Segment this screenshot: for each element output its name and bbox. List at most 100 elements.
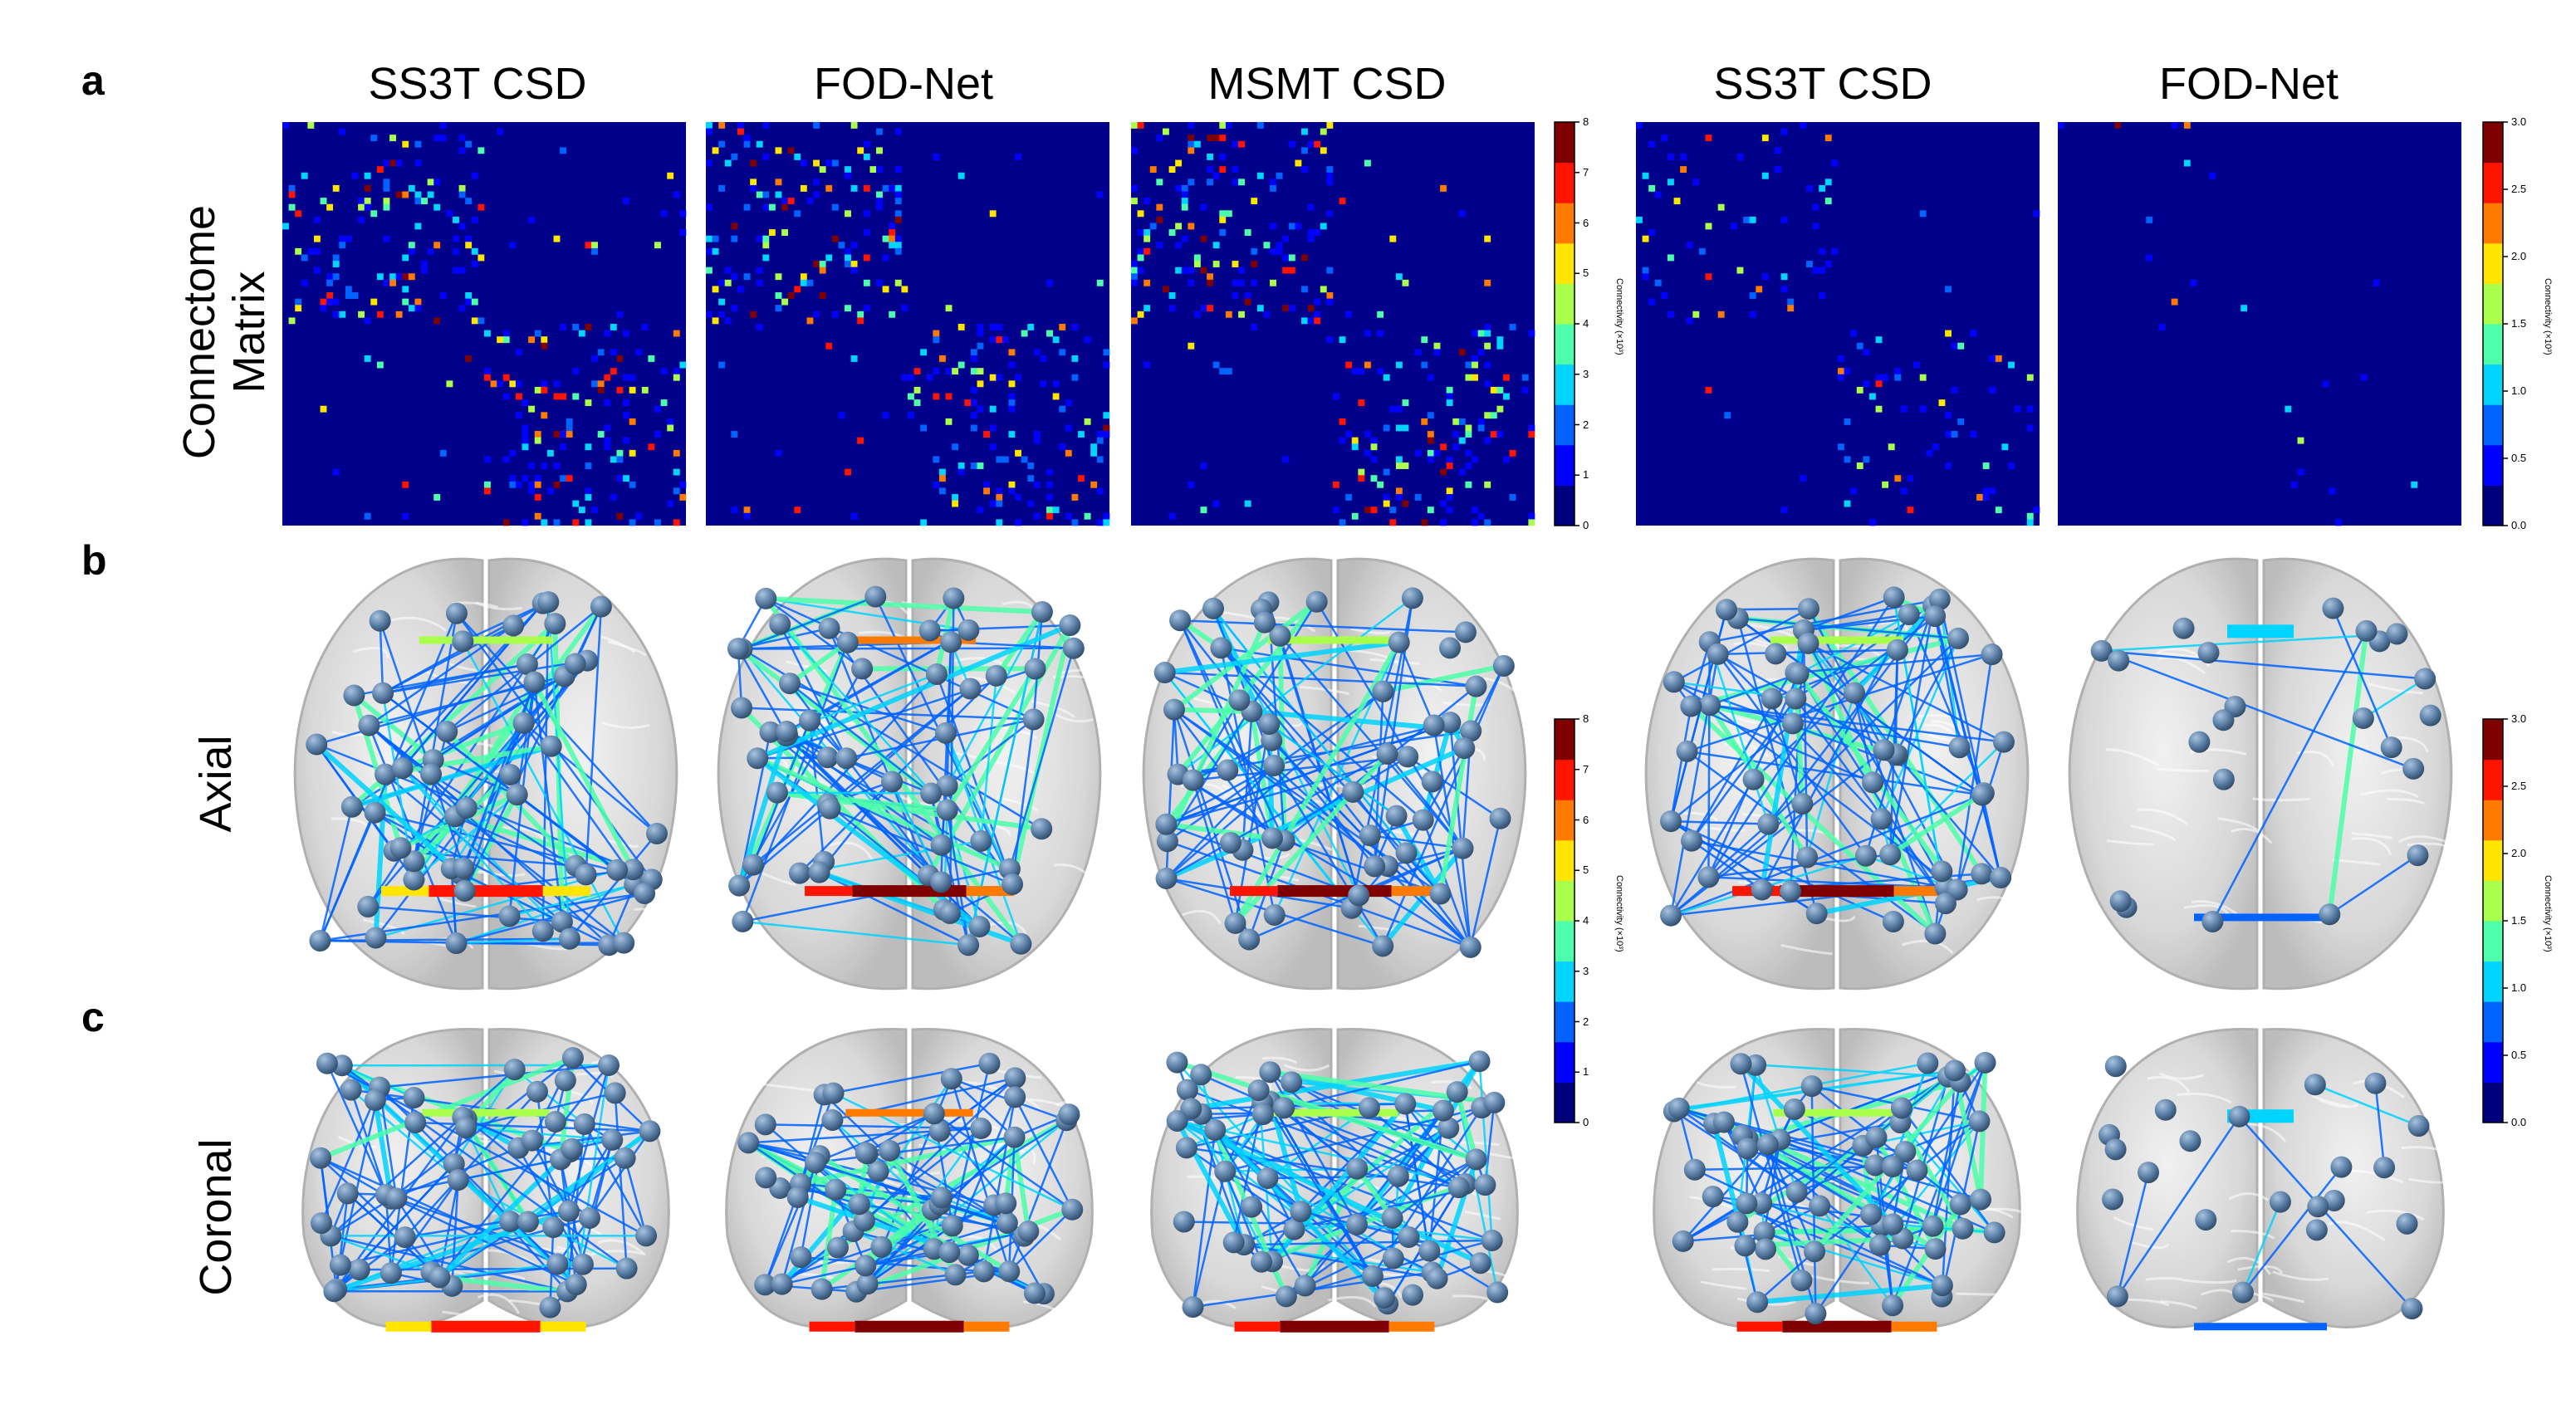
brain-edge (865, 1113, 935, 1154)
matrix-cell (572, 519, 580, 526)
brain-node (727, 638, 749, 660)
matrix-cell (794, 210, 801, 218)
brain-node (561, 1137, 583, 1160)
matrix-cell (787, 292, 795, 299)
matrix-cell (414, 305, 422, 312)
matrix-cell (1358, 368, 1365, 375)
matrix-cell (1238, 267, 1245, 274)
matrix-cell (1989, 355, 1996, 362)
matrix-cell (509, 380, 517, 388)
brain-node (755, 1167, 777, 1189)
brain-edge (384, 773, 563, 923)
matrix-cell (1982, 462, 1990, 469)
matrix-cell (845, 247, 851, 255)
matrix-cell (1015, 449, 1021, 457)
matrix-cell (1219, 210, 1227, 218)
matrix-cell (1654, 191, 1662, 198)
matrix-cell (1458, 210, 1466, 218)
matrix-cell (970, 424, 977, 432)
matrix-cell (515, 412, 522, 419)
brain-node (804, 1152, 826, 1174)
matrix-cell (1193, 311, 1201, 318)
brain-node (1460, 720, 1482, 742)
brain-node (343, 684, 365, 707)
matrix-cell (1383, 468, 1390, 476)
brain-edge (1408, 1158, 1477, 1238)
brain-node (1173, 1211, 1195, 1233)
matrix-cell (1894, 374, 1902, 381)
matrix-cell (610, 349, 617, 356)
matrix-cell (1008, 399, 1016, 407)
brain-node (436, 721, 458, 743)
matrix-cell (1288, 223, 1295, 230)
colorbar-tick-label: 7 (1583, 165, 1589, 179)
matrix-cell (1103, 512, 1110, 520)
brain-edge (1283, 1107, 1486, 1186)
matrix-cell (800, 159, 807, 167)
matrix-cell (604, 443, 611, 451)
matrix-cell (553, 393, 561, 400)
matrix-cell (1414, 349, 1422, 356)
matrix-cell (1395, 456, 1403, 463)
brain-node (1699, 694, 1721, 717)
matrix-cell (1351, 512, 1359, 520)
brain-node (836, 631, 859, 653)
brain-node (1190, 1064, 1212, 1086)
matrix-cell (1749, 311, 1756, 318)
brain-edge (769, 731, 1011, 870)
matrix-cell (2146, 216, 2153, 223)
colorbar-segment (1555, 1041, 1574, 1083)
brain-node (544, 1111, 566, 1133)
matrix-cell (1358, 399, 1365, 407)
matrix-cell (1238, 140, 1245, 148)
brain-edge (1810, 1085, 1961, 1206)
brain-node (855, 1255, 877, 1277)
matrix-cell (623, 475, 629, 482)
matrix-cell (1103, 361, 1110, 369)
brain-edge (1893, 1223, 1995, 1234)
matrix-cell (1945, 330, 1952, 337)
matrix-cell (477, 254, 485, 262)
matrix-cell (332, 468, 340, 476)
brain-node (936, 775, 958, 797)
matrix-cell (706, 235, 713, 242)
matrix-cell (1667, 153, 1674, 160)
brain-node (391, 757, 414, 780)
column-title-4: SS3T CSD (1713, 59, 1932, 109)
brain-node (1757, 813, 1780, 835)
colorbar-segment (2483, 324, 2503, 365)
matrix-cell (1484, 519, 1491, 526)
brain-edge (2241, 1166, 2343, 1294)
matrix-cell (332, 298, 340, 306)
brain-node (375, 763, 397, 785)
brain-node (1247, 1079, 1270, 1102)
matrix-cell (604, 374, 611, 381)
brain-node (531, 920, 554, 942)
matrix-cell (977, 342, 984, 350)
matrix-cell (1137, 122, 1144, 129)
matrix-cell (1320, 286, 1327, 293)
matrix-cell (1648, 229, 1656, 236)
brain-node (938, 1241, 961, 1264)
matrix-cell (376, 166, 384, 174)
matrix-cell (977, 506, 984, 514)
matrix-cell (1780, 286, 1788, 293)
matrix-cell (1065, 449, 1072, 457)
brain-node (754, 1274, 776, 1296)
brain-edge (781, 1230, 1029, 1285)
matrix-cell (295, 298, 302, 306)
matrix-cell (1351, 368, 1359, 375)
matrix-cell (1059, 405, 1066, 413)
brain-node (731, 697, 753, 719)
brain-node (2154, 1098, 2177, 1121)
matrix-cell (1477, 330, 1485, 337)
brain-node (622, 859, 644, 881)
matrix-cell (1421, 361, 1428, 369)
matrix-cell (1780, 273, 1788, 281)
brain-node (2304, 1074, 2326, 1096)
brain-edge (1767, 1143, 1934, 1227)
brain-edge (567, 1064, 610, 1212)
matrix-cell (1175, 242, 1183, 249)
matrix-cell (825, 342, 833, 350)
matrix-cell (1207, 135, 1214, 142)
